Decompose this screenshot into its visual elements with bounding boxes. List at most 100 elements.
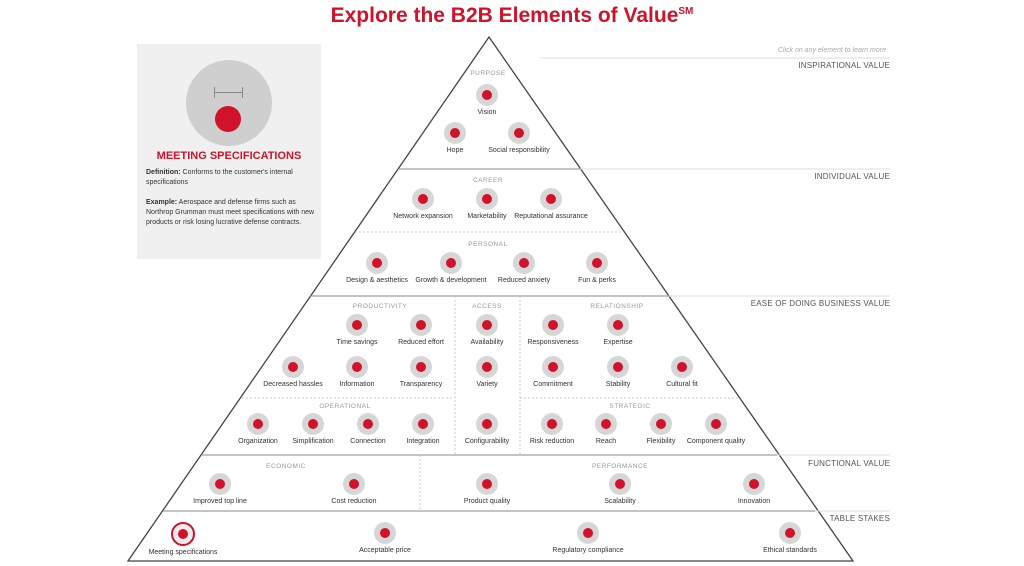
section-productivity: PRODUCTIVITY <box>352 303 408 310</box>
stars-icon <box>540 188 562 210</box>
panel-heading: MEETING SPECIFICATIONS <box>156 150 302 162</box>
price-tag-icon <box>374 522 396 544</box>
glass-panel-icon <box>410 356 432 378</box>
configure-icon <box>476 413 498 435</box>
network-icon <box>412 188 434 210</box>
panel-example: Example: Aerospace and defense firms suc… <box>146 199 315 226</box>
element-information[interactable]: Information <box>317 356 397 389</box>
element-decreased-hassles[interactable]: Decreased hassles <box>253 356 333 389</box>
element-organization[interactable]: Organization <box>218 413 298 446</box>
element-scalability[interactable]: Scalability <box>580 473 660 506</box>
scale-arrow-icon <box>609 473 631 495</box>
level-functional: FUNCTIONAL VALUE <box>808 459 890 468</box>
page-title: Explore the B2B Elements of ValueSM <box>330 4 694 27</box>
folder-icon <box>247 413 269 435</box>
info-icon <box>346 356 368 378</box>
section-personal: PERSONAL <box>468 241 508 248</box>
gauge-icon <box>541 413 563 435</box>
element-cost-reduction[interactable]: Cost reduction <box>314 473 394 506</box>
element-network-expansion[interactable]: Network expansion <box>383 188 463 221</box>
level-individual: INDIVIDUAL VALUE <box>814 172 890 181</box>
section-performance: PERFORMANCE <box>591 463 649 470</box>
element-reputational-assurance[interactable]: Reputational assurance <box>511 188 591 221</box>
spiral-icon <box>282 356 304 378</box>
element-expertise[interactable]: Expertise <box>578 314 658 347</box>
plant-icon <box>440 252 462 274</box>
element-hope[interactable]: Hope <box>415 122 495 155</box>
ribbon-icon <box>444 122 466 144</box>
element-meeting-specifications[interactable]: Meeting specifications <box>143 522 223 557</box>
element-risk-reduction[interactable]: Risk reduction <box>512 413 592 446</box>
expert-icon <box>607 314 629 336</box>
level-ease: EASE OF DOING BUSINESS VALUE <box>750 299 890 308</box>
dollar-tag-icon <box>343 473 365 495</box>
design-tools-icon <box>366 252 388 274</box>
phone-icon <box>476 188 498 210</box>
element-responsiveness[interactable]: Responsiveness <box>513 314 593 347</box>
section-operational: OPERATIONAL <box>319 403 371 410</box>
lightbulb-icon <box>743 473 765 495</box>
element-flexibility[interactable]: Flexibility <box>621 413 701 446</box>
section-career: CAREER <box>472 177 504 184</box>
element-configurability[interactable]: Configurability <box>447 413 527 446</box>
element-cultural-fit[interactable]: Cultural fit <box>642 356 722 389</box>
watch-icon <box>346 314 368 336</box>
element-innovation[interactable]: Innovation <box>714 473 794 506</box>
layers-icon <box>705 413 727 435</box>
pen-icon <box>542 356 564 378</box>
clipboard-icon <box>577 522 599 544</box>
calm-icon <box>513 252 535 274</box>
element-marketability[interactable]: Marketability <box>447 188 527 221</box>
element-growth-development[interactable]: Growth & development <box>411 252 491 285</box>
section-purpose: PURPOSE <box>470 70 506 77</box>
culture-glyph-icon <box>671 356 693 378</box>
element-variety[interactable]: Variety <box>447 356 527 389</box>
hub-icon <box>357 413 379 435</box>
element-integration[interactable]: Integration <box>383 413 463 446</box>
spec-icon <box>171 522 195 546</box>
fan-icon <box>650 413 672 435</box>
level-inspirational: INSPIRATIONAL VALUE <box>798 61 890 70</box>
level-table-stakes: TABLE STAKES <box>829 514 890 523</box>
element-product-quality[interactable]: Product quality <box>447 473 527 506</box>
simplify-icon <box>302 413 324 435</box>
element-time-savings[interactable]: Time savings <box>317 314 397 347</box>
element-transparency[interactable]: Transparency <box>381 356 461 389</box>
hint-text: Click on any element to learn more <box>777 47 886 54</box>
element-simplification[interactable]: Simplification <box>273 413 353 446</box>
spec-large-icon <box>186 60 272 146</box>
element-improved-top-line[interactable]: Improved top line <box>180 473 260 506</box>
telescope-icon <box>476 84 498 106</box>
antenna-icon <box>595 413 617 435</box>
element-social-responsibility[interactable]: Social responsibility <box>479 122 559 155</box>
element-stability[interactable]: Stability <box>578 356 658 389</box>
element-reach[interactable]: Reach <box>566 413 646 446</box>
element-regulatory-compliance[interactable]: Regulatory compliance <box>548 522 628 555</box>
element-commitment[interactable]: Commitment <box>513 356 593 389</box>
shapes-icon <box>476 356 498 378</box>
element-acceptable-price[interactable]: Acceptable price <box>345 522 425 555</box>
panel-definition: Definition: Conforms to the customer's i… <box>146 169 293 186</box>
thumbs-up-icon <box>476 473 498 495</box>
section-strategic: STRATEGIC <box>609 403 651 410</box>
element-reduced-effort[interactable]: Reduced effort <box>381 314 461 347</box>
element-fun-perks[interactable]: Fun & perks <box>557 252 637 285</box>
handshake-icon <box>779 522 801 544</box>
element-design-aesthetics[interactable]: Design & aesthetics <box>337 252 417 285</box>
section-economic: ECONOMIC <box>266 463 306 470</box>
element-vision[interactable]: Vision <box>447 84 527 117</box>
element-connection[interactable]: Connection <box>328 413 408 446</box>
puzzle-icon <box>412 413 434 435</box>
section-relationship: RELATIONSHIP <box>590 303 644 310</box>
element-availability[interactable]: Availability <box>447 314 527 347</box>
element-component-quality[interactable]: Component quality <box>676 413 756 446</box>
effort-icon <box>410 314 432 336</box>
element-reduced-anxiety[interactable]: Reduced anxiety <box>484 252 564 285</box>
gift-bag-icon <box>586 252 608 274</box>
section-access: ACCESS <box>472 303 502 310</box>
refresh-icon <box>542 314 564 336</box>
server-icon <box>476 314 498 336</box>
element-ethical-standards[interactable]: Ethical standards <box>750 522 830 555</box>
